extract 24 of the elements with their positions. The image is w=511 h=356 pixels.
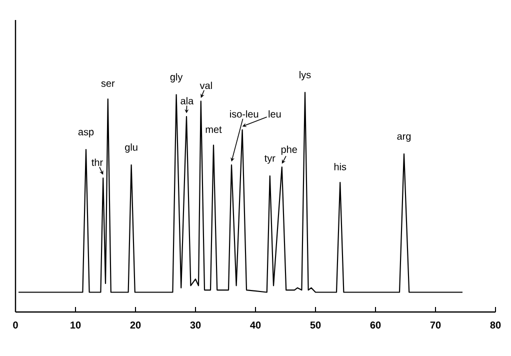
x-tick-label: 0	[13, 322, 18, 329]
x-tick-label: 10	[70, 322, 81, 329]
annotation: asp	[78, 130, 94, 138]
x-tick-label: 30	[190, 322, 201, 329]
annotation: met	[206, 126, 222, 133]
annotation: lys	[300, 70, 311, 80]
annotation: glu	[125, 143, 138, 153]
annotation: phe	[281, 146, 297, 155]
annotation: val	[200, 82, 212, 90]
annotation: leu	[268, 110, 281, 118]
x-tick-label: 20	[130, 322, 141, 329]
x-tick-label: 40	[250, 322, 261, 329]
x-tick-label: 50	[310, 322, 321, 329]
x-tick-label: 80	[490, 322, 501, 329]
annotation: tyr	[264, 155, 276, 164]
annotation: thr	[92, 158, 103, 166]
annotation: ser	[101, 81, 115, 87]
x-tick-label: 70	[430, 322, 441, 329]
annotation: arg	[397, 134, 411, 142]
annotation: ala	[180, 97, 194, 104]
x-tick-label: 60	[370, 322, 381, 329]
annotation: iso-leu	[230, 110, 258, 118]
annotation: his	[334, 162, 346, 170]
annotation: gly	[170, 73, 183, 82]
